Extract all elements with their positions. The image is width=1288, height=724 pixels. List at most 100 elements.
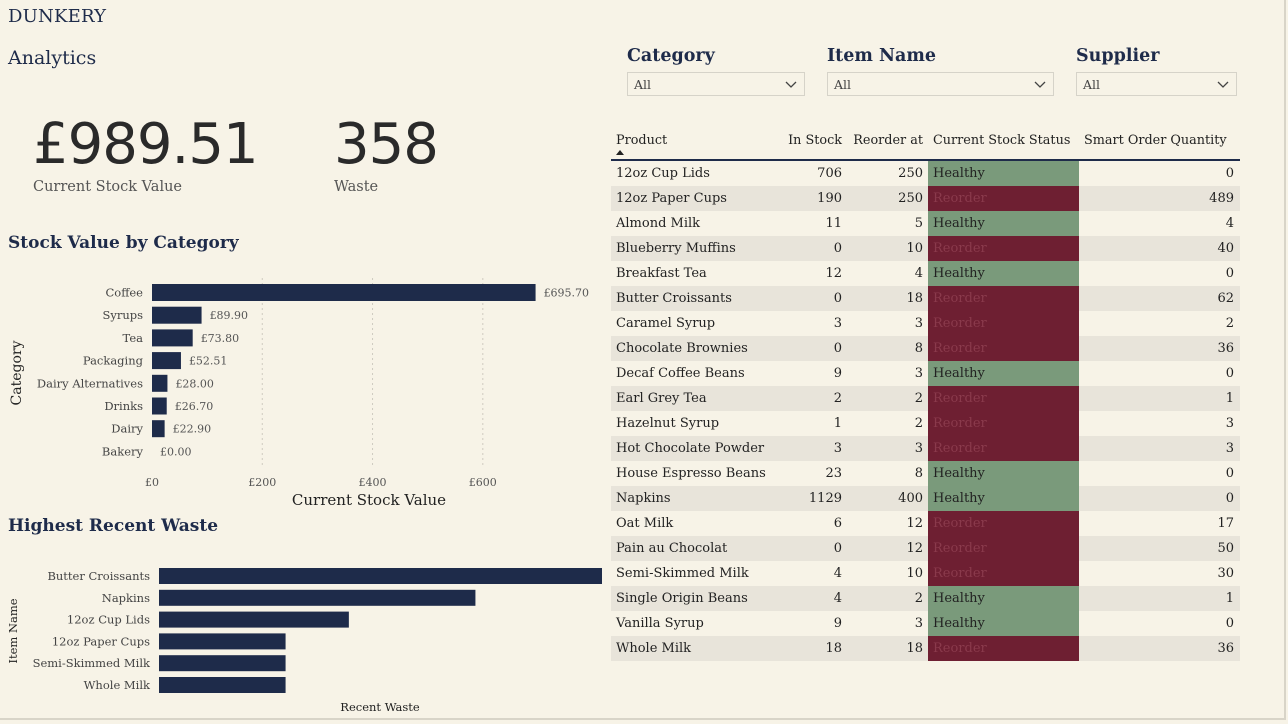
kpi-stock-value-label: Current Stock Value <box>33 179 183 195</box>
table-row[interactable]: Single Origin Beans 4 2 Healthy 1 <box>611 586 1240 611</box>
table-row[interactable]: Hazelnut Syrup 1 2 Reorder 3 <box>611 411 1240 436</box>
cell-reorder-at: 3 <box>914 316 923 331</box>
cell-smart-qty: 0 <box>1225 366 1234 381</box>
cell-status: Reorder <box>928 386 1079 411</box>
recent-waste-chart[interactable]: Butter Croissants Napkins 12oz Cup Lids 12o… <box>0 558 606 718</box>
bar <box>152 397 167 415</box>
cell-smart-qty: 0 <box>1225 491 1234 506</box>
cell-smart-qty: 0 <box>1225 266 1234 281</box>
cell-reorder-at: 8 <box>914 466 923 481</box>
table-row[interactable]: Earl Grey Tea 2 2 Reorder 1 <box>611 386 1240 411</box>
cell-product: Blueberry Muffins <box>616 241 736 256</box>
kpi-stock-value: £989.51 <box>33 112 259 177</box>
cell-in-stock: 0 <box>833 291 842 306</box>
kpi-card-waste[interactable]: 358 Waste <box>334 117 439 196</box>
table-row[interactable]: 12oz Cup Lids 706 250 Healthy 0 <box>611 161 1240 186</box>
bar <box>159 655 286 672</box>
table-row[interactable]: Pain au Chocolat 0 12 Reorder 50 <box>611 536 1240 561</box>
cell-product: 12oz Paper Cups <box>616 191 727 206</box>
waste-chart-title: Highest Recent Waste <box>8 516 219 536</box>
header-in-stock[interactable]: In Stock <box>788 133 842 148</box>
header-smart-qty[interactable]: Smart Order Quantity <box>1084 133 1227 148</box>
header-reorder-at[interactable]: Reorder at <box>853 133 923 148</box>
cell-product: Decaf Coffee Beans <box>616 366 745 381</box>
cell-reorder-at: 3 <box>914 366 923 381</box>
table-row[interactable]: Decaf Coffee Beans 9 3 Healthy 0 <box>611 361 1240 386</box>
category-label: Semi-Skimmed Milk <box>33 656 151 670</box>
table-row[interactable]: Caramel Syrup 3 3 Reorder 2 <box>611 311 1240 336</box>
table-row[interactable]: Chocolate Brownies 0 8 Reorder 36 <box>611 336 1240 361</box>
slicer-item-name-dropdown[interactable]: All <box>827 72 1054 96</box>
stock-value-chart[interactable]: £0 £200 £400 £600 Coffee £695.70 Syrups £89.90 T… <box>0 270 600 515</box>
cell-product: Vanilla Syrup <box>616 616 704 631</box>
cell-reorder-at: 2 <box>914 416 923 431</box>
kpi-card-stock-value[interactable]: £989.51 Current Stock Value <box>33 112 259 196</box>
table-row[interactable]: Hot Chocolate Powder 3 3 Reorder 3 <box>611 436 1240 461</box>
cell-smart-qty: 40 <box>1217 241 1234 256</box>
cell-in-stock: 11 <box>825 216 842 231</box>
table-row[interactable]: House Espresso Beans 23 8 Healthy 0 <box>611 461 1240 486</box>
page-title: Analytics <box>8 47 97 69</box>
cell-smart-qty: 0 <box>1225 166 1234 181</box>
category-label: Dairy <box>111 422 143 436</box>
cell-product: 12oz Cup Lids <box>616 166 710 181</box>
cell-smart-qty: 36 <box>1217 341 1234 356</box>
cell-product: Earl Grey Tea <box>616 391 707 406</box>
cell-smart-qty: 50 <box>1217 541 1234 556</box>
cell-status: Reorder <box>928 511 1079 536</box>
category-label: Butter Croissants <box>47 569 150 583</box>
cell-in-stock: 0 <box>833 541 842 556</box>
table-row[interactable]: Whole Milk 18 18 Reorder 36 <box>611 636 1240 661</box>
cell-product: Single Origin Beans <box>616 591 748 606</box>
x-tick-label: £200 <box>248 476 276 489</box>
cell-status: Reorder <box>928 311 1079 336</box>
cell-reorder-at: 12 <box>906 541 923 556</box>
cell-status: Healthy <box>928 211 1079 236</box>
bar <box>159 677 286 693</box>
cell-product: Oat Milk <box>616 516 674 531</box>
table-header: Product In Stock Reorder at Current Stoc… <box>611 128 1240 161</box>
header-status[interactable]: Current Stock Status <box>933 133 1071 148</box>
cell-in-stock: 190 <box>817 191 842 206</box>
cell-in-stock: 0 <box>833 241 842 256</box>
table-row[interactable]: Napkins 1129 400 Healthy 0 <box>611 486 1240 511</box>
table-row[interactable]: Almond Milk 11 5 Healthy 4 <box>611 211 1240 236</box>
cell-smart-qty: 3 <box>1225 441 1234 456</box>
slicer-item-name-value: All <box>834 76 852 92</box>
cell-status: Reorder <box>928 236 1079 261</box>
bar <box>152 420 165 438</box>
table-row[interactable]: Oat Milk 6 12 Reorder 17 <box>611 511 1240 536</box>
cell-product: Chocolate Brownies <box>616 341 748 356</box>
table-row[interactable]: Vanilla Syrup 9 3 Healthy 0 <box>611 611 1240 636</box>
slicer-supplier-dropdown[interactable]: All <box>1076 72 1237 96</box>
table-row[interactable]: Butter Croissants 0 18 Reorder 62 <box>611 286 1240 311</box>
slicer-supplier-title: Supplier <box>1076 46 1160 66</box>
cell-smart-qty: 30 <box>1217 566 1234 581</box>
cell-reorder-at: 12 <box>906 516 923 531</box>
data-label: £26.70 <box>175 400 214 413</box>
data-label: £89.90 <box>210 309 249 322</box>
slicer-category-dropdown[interactable]: All <box>627 72 805 96</box>
bar <box>152 374 168 392</box>
cell-in-stock: 706 <box>817 166 842 181</box>
data-label: £28.00 <box>175 377 214 390</box>
cell-product: Almond Milk <box>616 216 701 231</box>
sort-ascending-icon <box>616 150 624 155</box>
table-row[interactable]: Blueberry Muffins 0 10 Reorder 40 <box>611 236 1240 261</box>
cell-status: Healthy <box>928 461 1079 486</box>
data-label: £695.70 <box>544 287 590 300</box>
cell-smart-qty: 36 <box>1217 641 1234 656</box>
cell-reorder-at: 250 <box>898 166 923 181</box>
table-row[interactable]: 12oz Paper Cups 190 250 Reorder 489 <box>611 186 1240 211</box>
cell-status: Reorder <box>928 411 1079 436</box>
cell-in-stock: 1129 <box>808 491 842 506</box>
table-row[interactable]: Semi-Skimmed Milk 4 10 Reorder 30 <box>611 561 1240 586</box>
slicer-supplier: Supplier All <box>1076 46 1237 96</box>
table-row[interactable]: Breakfast Tea 12 4 Healthy 0 <box>611 261 1240 286</box>
header-product[interactable]: Product <box>616 133 668 148</box>
cell-reorder-at: 18 <box>906 641 923 656</box>
cell-reorder-at: 4 <box>914 266 923 281</box>
cell-status: Reorder <box>928 336 1079 361</box>
chevron-down-icon <box>1217 81 1229 88</box>
